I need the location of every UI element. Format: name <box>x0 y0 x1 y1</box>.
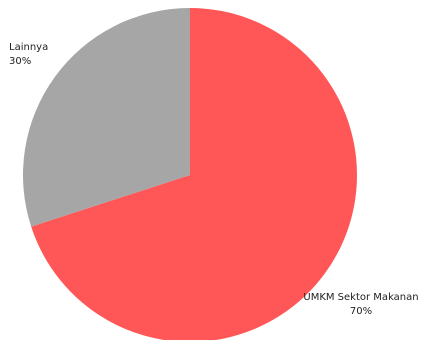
slice-label-name: UMKM Sektor Makanan <box>303 292 418 303</box>
pie-labels: UMKM Sektor Makanan 70% Lainnya 30% <box>9 42 419 317</box>
pie-slice-lainnya <box>22 8 191 227</box>
pie-slices <box>22 8 357 340</box>
slice-label-value: 70% <box>350 306 372 317</box>
slice-label: Lainnya 30% <box>9 42 48 67</box>
pie-slice-umkm-sektor-makanan <box>31 8 357 340</box>
slice-label-value: 30% <box>9 56 31 67</box>
slice-label-name: Lainnya <box>9 42 48 53</box>
slice-label: UMKM Sektor Makanan 70% <box>303 292 418 317</box>
